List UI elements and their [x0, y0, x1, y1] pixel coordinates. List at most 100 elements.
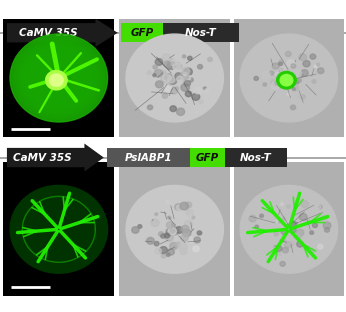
Circle shape: [154, 70, 163, 77]
Circle shape: [312, 80, 316, 83]
Circle shape: [185, 91, 192, 97]
Circle shape: [283, 80, 286, 83]
Circle shape: [170, 106, 176, 112]
Circle shape: [10, 34, 108, 122]
Circle shape: [49, 69, 69, 87]
Circle shape: [289, 76, 297, 83]
Circle shape: [186, 210, 193, 216]
Circle shape: [297, 241, 303, 247]
Circle shape: [126, 34, 224, 122]
Circle shape: [189, 78, 193, 82]
Circle shape: [292, 85, 299, 91]
Circle shape: [181, 225, 189, 232]
Circle shape: [177, 96, 185, 104]
Circle shape: [254, 76, 258, 80]
Circle shape: [168, 76, 175, 83]
Circle shape: [175, 87, 179, 90]
Circle shape: [199, 100, 203, 104]
Circle shape: [180, 202, 189, 210]
Circle shape: [298, 95, 302, 99]
Circle shape: [280, 240, 283, 242]
Polygon shape: [7, 19, 118, 47]
Circle shape: [168, 227, 176, 235]
Circle shape: [309, 248, 313, 253]
Circle shape: [296, 229, 304, 236]
Circle shape: [184, 220, 193, 228]
Circle shape: [279, 245, 282, 249]
Circle shape: [294, 70, 302, 77]
Circle shape: [312, 223, 317, 227]
Circle shape: [176, 62, 179, 65]
Circle shape: [177, 64, 181, 67]
Circle shape: [279, 60, 283, 64]
Circle shape: [271, 82, 279, 89]
Circle shape: [154, 241, 159, 246]
Circle shape: [166, 222, 174, 228]
Circle shape: [293, 82, 296, 85]
Circle shape: [176, 64, 182, 69]
Circle shape: [276, 220, 280, 222]
Circle shape: [171, 228, 175, 232]
Circle shape: [197, 231, 202, 235]
Circle shape: [290, 227, 296, 233]
Circle shape: [275, 73, 279, 76]
Circle shape: [147, 105, 153, 110]
Circle shape: [184, 73, 186, 75]
Circle shape: [158, 232, 164, 236]
Circle shape: [318, 205, 322, 209]
Circle shape: [147, 237, 154, 244]
Circle shape: [166, 78, 175, 85]
Circle shape: [32, 54, 85, 102]
Circle shape: [298, 79, 301, 82]
Circle shape: [165, 55, 169, 59]
Circle shape: [287, 93, 290, 96]
Circle shape: [249, 215, 256, 222]
Circle shape: [138, 225, 142, 228]
Circle shape: [199, 232, 202, 235]
Circle shape: [281, 229, 288, 235]
Circle shape: [177, 76, 183, 82]
Circle shape: [283, 69, 289, 74]
Circle shape: [161, 77, 167, 83]
Circle shape: [291, 64, 296, 68]
Circle shape: [164, 61, 171, 67]
Circle shape: [283, 70, 288, 75]
Bar: [119, 19, 230, 137]
Circle shape: [288, 80, 293, 85]
Circle shape: [292, 73, 295, 75]
Circle shape: [15, 38, 103, 118]
Circle shape: [280, 261, 285, 266]
Text: GFP: GFP: [130, 28, 154, 38]
Circle shape: [176, 108, 185, 115]
Circle shape: [277, 71, 296, 89]
Circle shape: [163, 74, 171, 82]
Text: Nos-T: Nos-T: [240, 153, 272, 163]
Circle shape: [298, 221, 306, 228]
Circle shape: [280, 75, 293, 86]
Circle shape: [311, 232, 314, 234]
Circle shape: [275, 80, 282, 85]
Bar: [107, 148, 190, 167]
Circle shape: [275, 245, 282, 251]
Circle shape: [183, 229, 191, 237]
Circle shape: [155, 81, 163, 88]
Circle shape: [194, 87, 201, 94]
Circle shape: [271, 247, 276, 252]
Circle shape: [30, 52, 88, 104]
Circle shape: [240, 185, 338, 273]
Circle shape: [284, 80, 290, 85]
Circle shape: [169, 77, 177, 84]
Circle shape: [171, 102, 177, 108]
Circle shape: [279, 68, 283, 71]
Circle shape: [174, 56, 180, 62]
Circle shape: [175, 227, 183, 233]
Circle shape: [170, 227, 179, 235]
Circle shape: [274, 232, 279, 236]
Circle shape: [184, 75, 191, 80]
Circle shape: [291, 222, 298, 229]
Circle shape: [170, 242, 177, 250]
Circle shape: [205, 89, 209, 93]
Text: Nos-T: Nos-T: [185, 28, 217, 38]
Bar: [234, 19, 344, 137]
Circle shape: [321, 216, 327, 221]
